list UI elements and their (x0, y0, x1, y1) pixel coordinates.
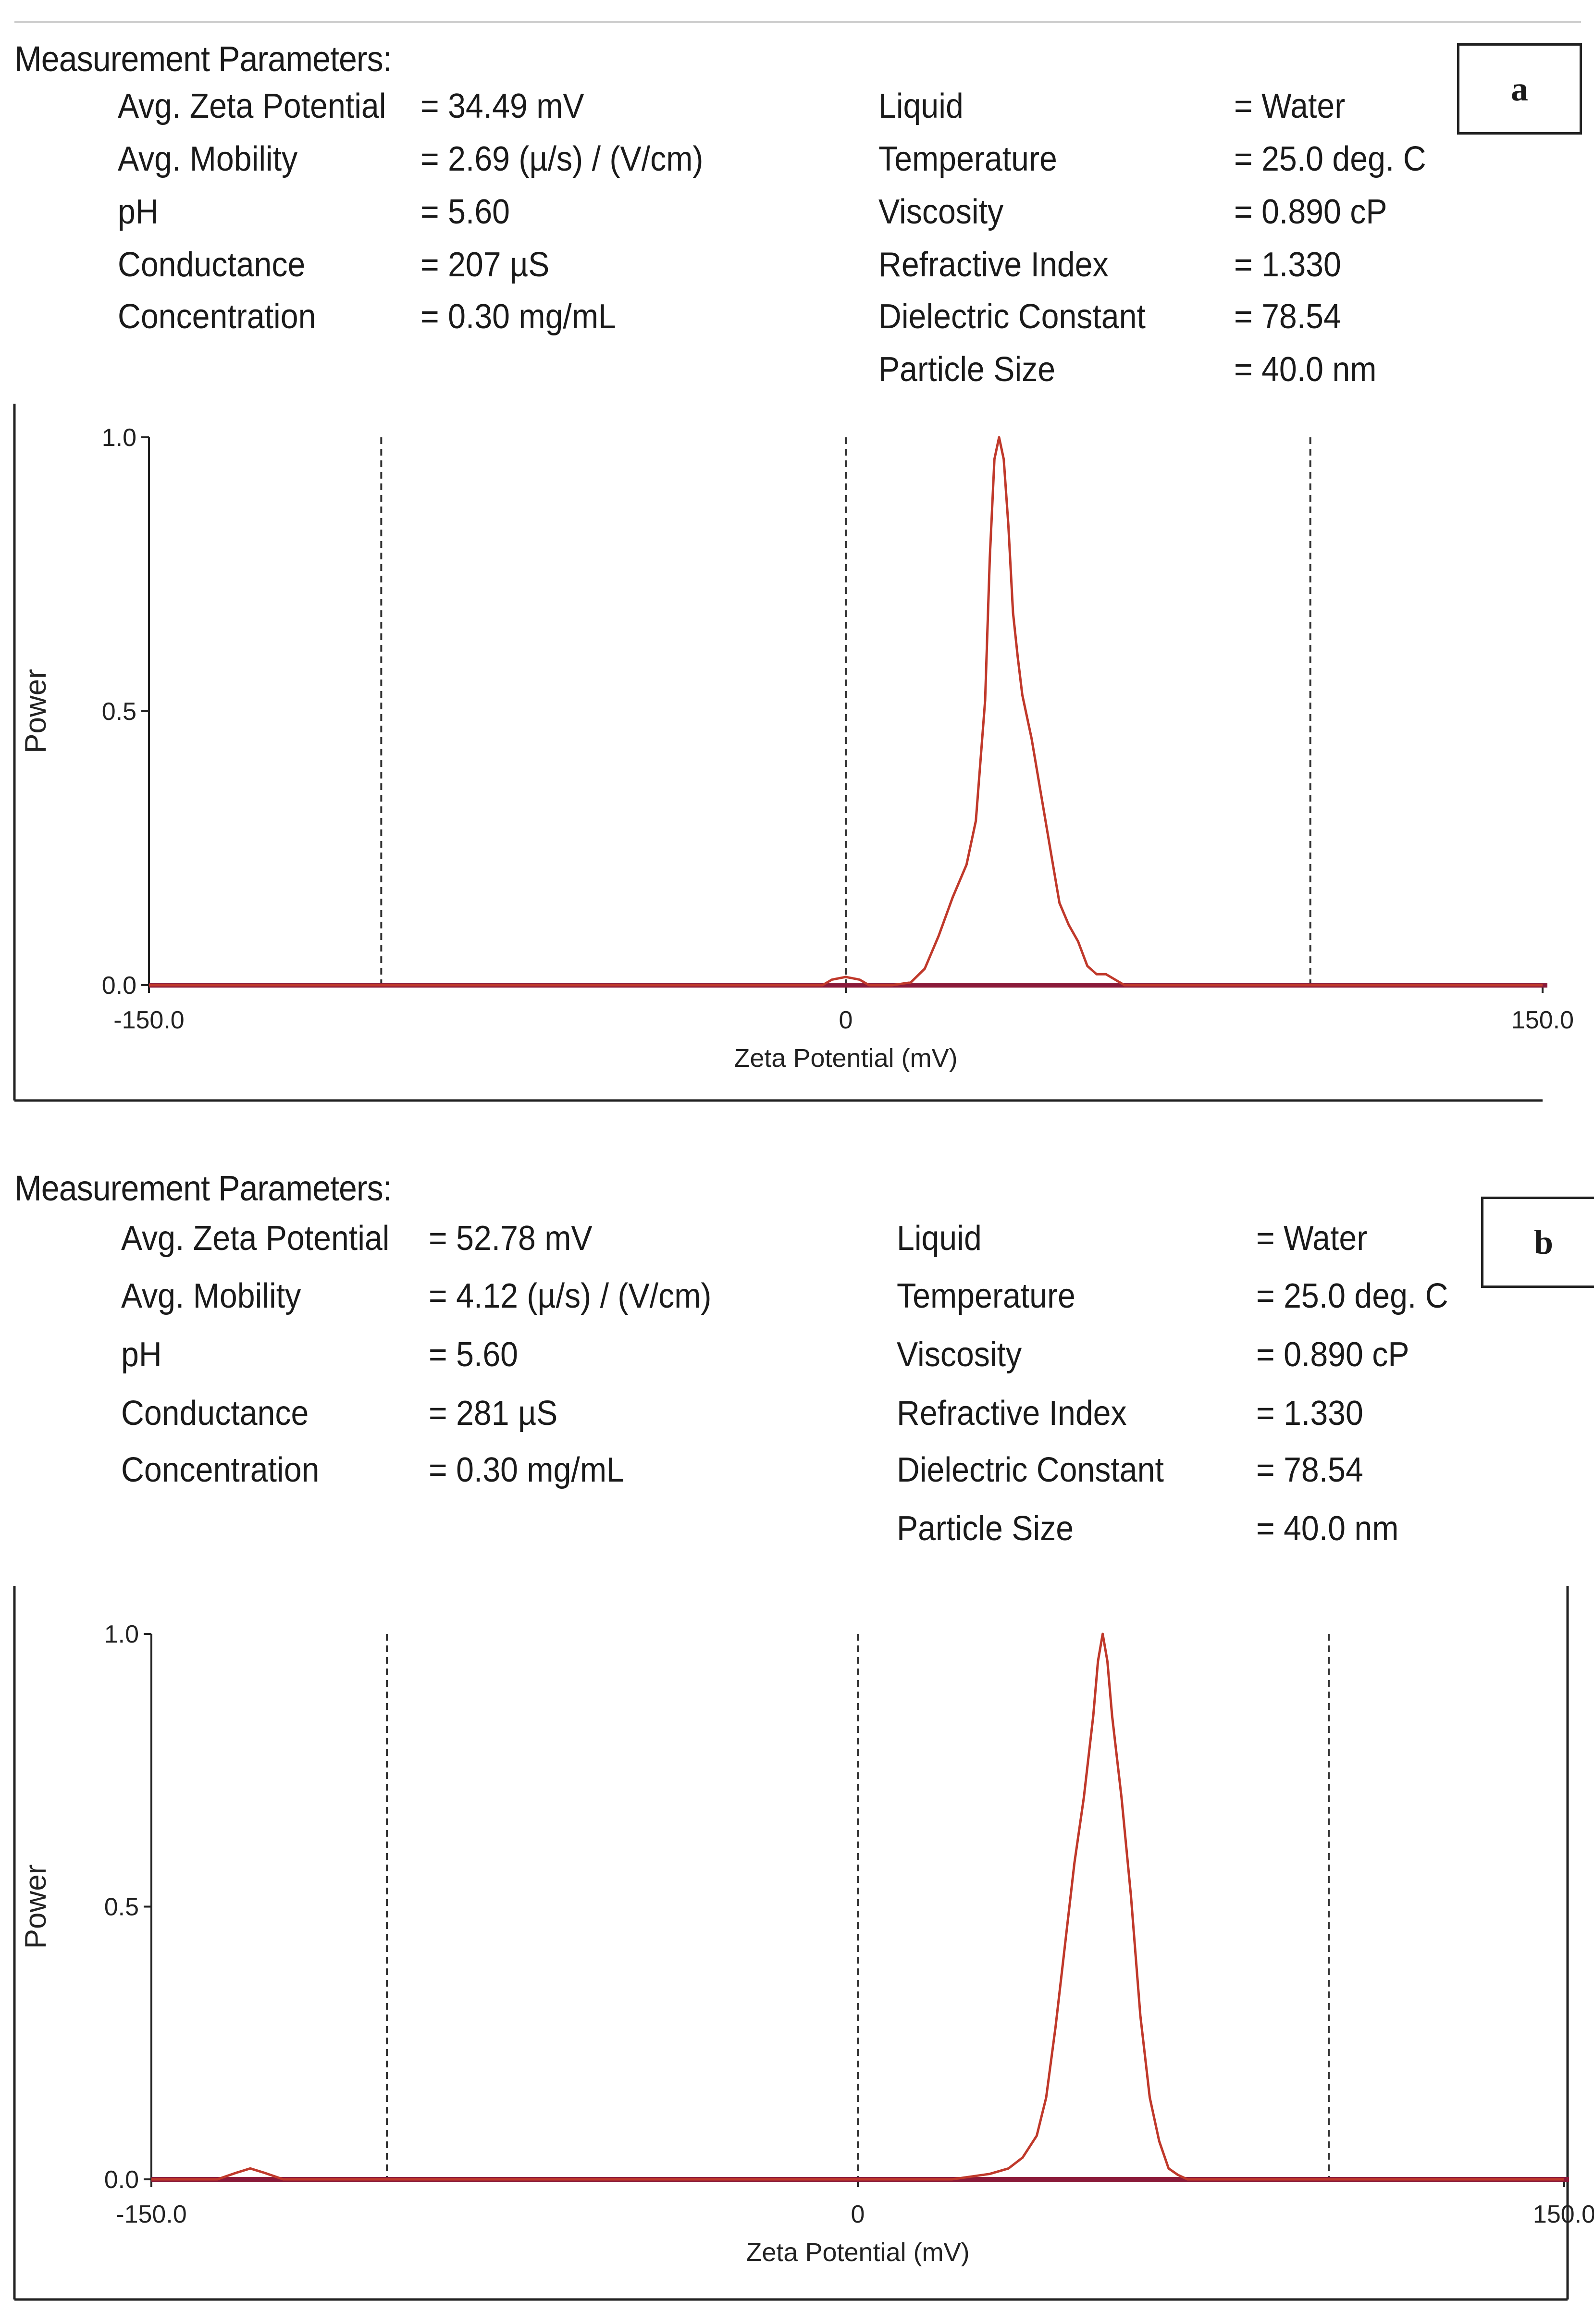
y-tick-label: 0.0 (104, 2166, 139, 2194)
param-label: Refractive Index (897, 1394, 1127, 1433)
param-label: Temperature (897, 1277, 1075, 1315)
param-value: = 1.330 (1234, 246, 1341, 284)
y-axis-label: Power (19, 1865, 52, 1949)
chart-a: 0.0 0.5 1.0 -150.0 0 150.0 Zeta Potential (mV)… (13, 404, 1574, 1102)
x-tick-label: 0 (851, 2200, 865, 2228)
param-label: Avg. Zeta Potential (121, 1219, 390, 1258)
x-tick-label: -150.0 (116, 2200, 186, 2228)
series-line-power (151, 1632, 1564, 2181)
x-tick-label: -150.0 (113, 1006, 184, 1034)
y-axis-label: Power (19, 669, 52, 754)
param-label: pH (121, 1335, 162, 1374)
param-value: = 1.330 (1256, 1394, 1363, 1433)
panel-b: Measurement Parameters: Avg. Zeta Potent… (0, 1125, 1594, 2324)
param-value: = 25.0 deg. C (1234, 140, 1426, 178)
param-value: = 5.60 (429, 1335, 519, 1374)
param-value: = 5.60 (420, 193, 510, 231)
param-label: Dielectric Constant (878, 297, 1146, 336)
param-value: = Water (1256, 1219, 1368, 1258)
measurement-parameters-title: Measurement Parameters: (14, 1168, 392, 1208)
x-tick-label: 150.0 (1533, 2200, 1594, 2228)
param-label: Concentration (121, 1451, 320, 1489)
param-label: Avg. Mobility (118, 140, 298, 178)
param-label: Temperature (878, 140, 1057, 178)
chart-b: 0.0 0.5 1.0 -150.0 0 150.0 Zeta Potential (mV)… (13, 1586, 1594, 2301)
param-label: Liquid (878, 87, 964, 125)
y-tick-label: 1.0 (104, 1620, 139, 1648)
param-value: = 2.69 (µ/s) / (V/cm) (420, 140, 704, 178)
y-tick-label: 0.5 (102, 698, 136, 726)
param-label: pH (118, 193, 159, 231)
param-value: = 207 µS (420, 246, 550, 284)
param-value: = 0.890 cP (1256, 1335, 1409, 1374)
top-divider (14, 21, 1581, 23)
param-value: = 0.30 mg/mL (420, 297, 616, 336)
series-line-power (149, 436, 1543, 987)
param-label: Refractive Index (878, 246, 1109, 284)
param-value: = 78.54 (1256, 1451, 1363, 1489)
param-label: Avg. Zeta Potential (118, 87, 386, 125)
param-label: Concentration (118, 297, 316, 336)
param-value: = 0.30 mg/mL (429, 1451, 624, 1489)
x-tick-label: 0 (839, 1006, 853, 1034)
param-value: = 0.890 cP (1234, 193, 1387, 231)
param-label: Dielectric Constant (897, 1451, 1164, 1489)
param-value: = 78.54 (1234, 297, 1341, 336)
param-value: = 281 µS (429, 1394, 558, 1433)
panel-label-box: a (1457, 43, 1582, 135)
measurement-parameters-title: Measurement Parameters: (14, 39, 392, 79)
panel-label-box: b (1481, 1197, 1594, 1288)
param-value: = 34.49 mV (420, 87, 584, 125)
param-value: = 40.0 nm (1234, 350, 1377, 389)
param-label: Particle Size (897, 1509, 1074, 1548)
param-value: = 4.12 (µ/s) / (V/cm) (429, 1277, 712, 1315)
panel-a: Measurement Parameters: Avg. Zeta Potent… (0, 0, 1594, 1125)
param-value: = 40.0 nm (1256, 1509, 1399, 1548)
x-axis-label: Zeta Potential (mV) (734, 1044, 957, 1073)
param-label: Conductance (118, 246, 306, 284)
param-label: Conductance (121, 1394, 309, 1433)
param-label: Liquid (897, 1219, 982, 1258)
param-label: Viscosity (897, 1335, 1022, 1374)
y-tick-label: 0.0 (102, 972, 136, 1000)
param-label: Viscosity (878, 193, 1004, 231)
y-tick-label: 0.5 (104, 1893, 139, 1921)
param-label: Particle Size (878, 350, 1056, 389)
param-value: = Water (1234, 87, 1346, 125)
x-tick-label: 150.0 (1511, 1006, 1574, 1034)
param-label: Avg. Mobility (121, 1277, 301, 1315)
x-axis-label: Zeta Potential (mV) (746, 2238, 969, 2267)
param-value: = 52.78 mV (429, 1219, 593, 1258)
param-value: = 25.0 deg. C (1256, 1277, 1448, 1315)
y-tick-label: 1.0 (102, 424, 136, 452)
